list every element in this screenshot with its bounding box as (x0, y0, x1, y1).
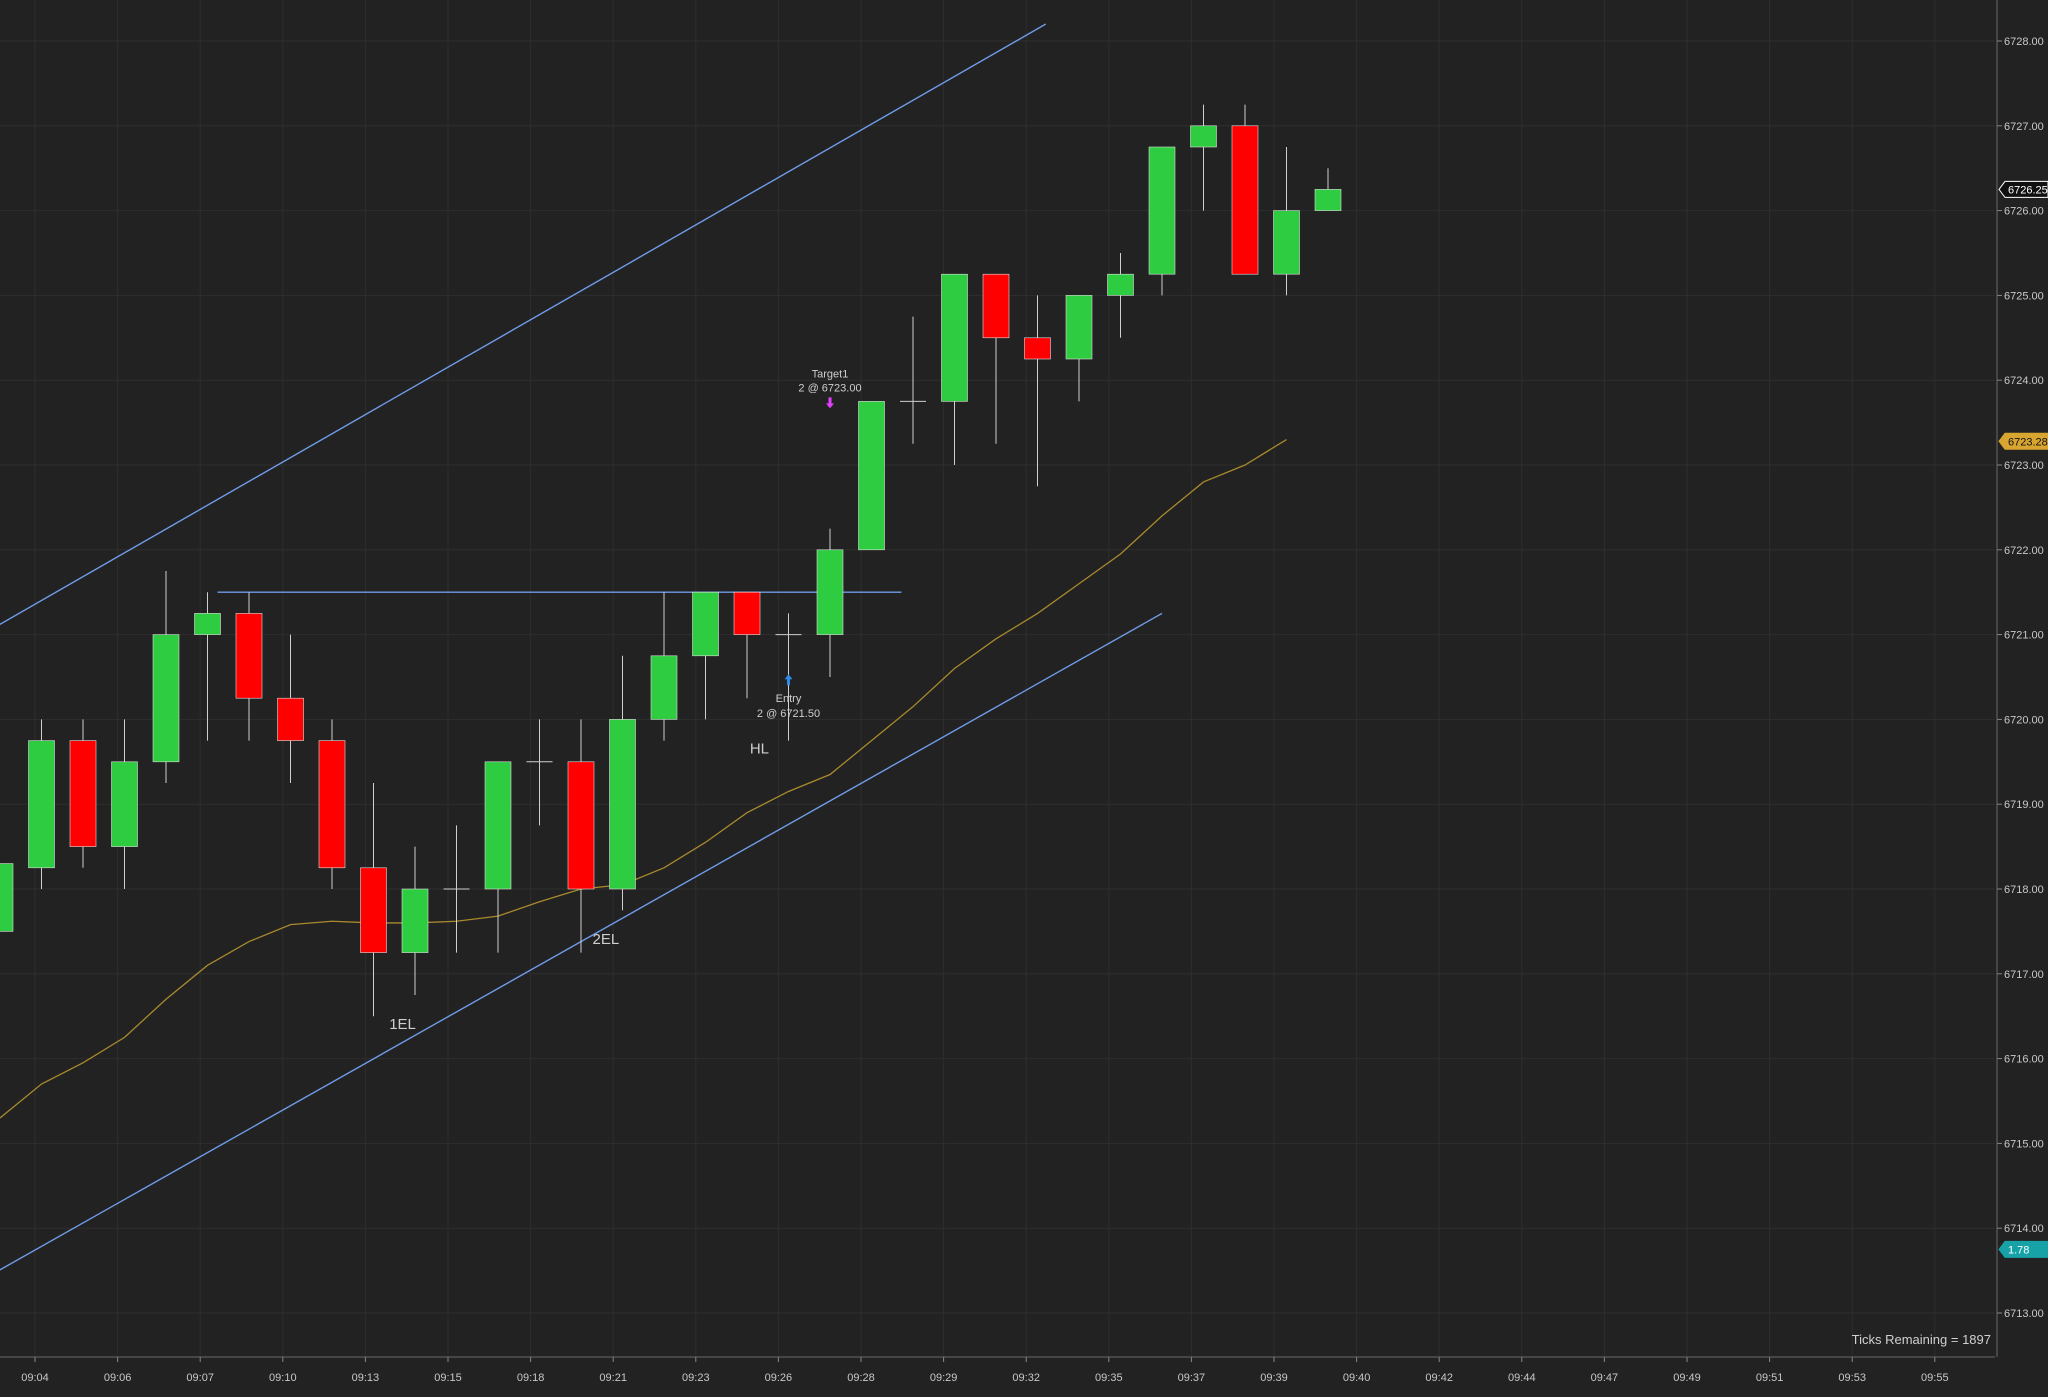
candle-body[interactable] (401, 888, 429, 953)
candle-body[interactable] (733, 591, 761, 635)
candle-body[interactable] (609, 719, 636, 890)
x-axis-tick-label: 09:37 (1178, 1372, 1206, 1384)
x-axis-tick-label: 09:29 (930, 1372, 958, 1384)
entry-arrow-icon[interactable] (784, 674, 793, 686)
y-axis-tick-label: 6722.00 (2004, 545, 2044, 557)
x-axis-tick-label: 09:15 (434, 1372, 462, 1384)
candle-body[interactable] (1314, 189, 1342, 211)
y-axis-tick-label: 6719.00 (2004, 799, 2044, 811)
x-axis-tick-label: 09:28 (847, 1372, 875, 1384)
candle-body[interactable] (858, 401, 885, 551)
candle-body[interactable] (484, 761, 512, 890)
x-axis-tick-label: 09:40 (1343, 1372, 1371, 1384)
y-axis-tick-label: 6723.00 (2004, 460, 2044, 472)
annotation-label: 2EL (593, 931, 620, 948)
x-axis-tick-label: 09:23 (682, 1372, 710, 1384)
price-tag-badge (1998, 432, 2048, 450)
ticks-remaining-label: Ticks Remaining = 1897 (1851, 1332, 1991, 1347)
candle-body[interactable] (28, 740, 55, 869)
x-axis-tick-label: 09:42 (1425, 1372, 1453, 1384)
y-axis-tick-label: 6727.00 (2004, 121, 2044, 133)
candle-body[interactable] (567, 761, 595, 890)
x-axis-tick-label: 09:21 (599, 1372, 627, 1384)
candle-body[interactable] (692, 591, 719, 657)
y-axis-tick-label: 6715.00 (2004, 1138, 2044, 1150)
candle-body[interactable] (111, 761, 138, 847)
x-axis-tick-label: 09:39 (1260, 1372, 1288, 1384)
candle-body[interactable] (816, 549, 844, 635)
x-axis-tick-label: 09:35 (1095, 1372, 1123, 1384)
candle-body[interactable] (650, 655, 678, 720)
x-axis-tick-label: 09:10 (269, 1372, 297, 1384)
x-axis-tick-label: 09:32 (1012, 1372, 1040, 1384)
x-axis-tick-label: 09:53 (1838, 1372, 1866, 1384)
x-axis-tick-label: 09:06 (104, 1372, 132, 1384)
price-tag-label: 1.78 (2008, 1244, 2029, 1256)
x-axis-tick-label: 09:47 (1591, 1372, 1619, 1384)
y-axis-tick-label: 6713.00 (2004, 1308, 2044, 1320)
candle-body[interactable] (277, 697, 304, 741)
price-tag-label: 6723.28 (2008, 436, 2048, 448)
y-axis-tick-label: 6728.00 (2004, 36, 2044, 48)
x-axis-tick-label: 09:44 (1508, 1372, 1536, 1384)
x-axis-tick-label: 09:55 (1921, 1372, 1949, 1384)
x-axis-tick-label: 09:13 (352, 1372, 380, 1384)
entry-marker-detail: 2 @ 6721.50 (757, 708, 820, 720)
x-axis-tick-label: 09:04 (21, 1372, 49, 1384)
x-axis-tick-label: 09:07 (186, 1372, 214, 1384)
lower-channel-line[interactable] (0, 612, 1163, 1300)
y-axis-tick-label: 6714.00 (2004, 1223, 2044, 1235)
candle-body[interactable] (982, 273, 1010, 339)
y-axis-tick-label: 6716.00 (2004, 1054, 2044, 1066)
price-tag-badge (1998, 180, 2048, 198)
y-axis-tick-label: 6717.00 (2004, 969, 2044, 981)
price-tag-label: 6726.25 (2008, 184, 2048, 196)
candle-body[interactable] (360, 867, 387, 953)
candle-body[interactable] (1190, 125, 1217, 148)
target-marker-detail: 2 @ 6723.00 (798, 382, 861, 394)
annotation-label: 1EL (389, 1016, 416, 1033)
candle-body[interactable] (152, 634, 180, 763)
entry-marker-label: Entry (776, 693, 802, 705)
y-axis-tick-label: 6718.00 (2004, 884, 2044, 896)
candle-body[interactable] (1107, 273, 1134, 296)
candle-body[interactable] (69, 740, 97, 847)
candle-body[interactable] (235, 613, 263, 699)
candle-body[interactable] (1231, 125, 1259, 275)
candle-body[interactable] (318, 740, 346, 869)
candle-body[interactable] (194, 613, 221, 635)
x-axis-tick-label: 09:51 (1756, 1372, 1784, 1384)
y-axis-tick-label: 6725.00 (2004, 290, 2044, 302)
x-axis-tick-label: 09:18 (517, 1372, 545, 1384)
annotation-label: HL (750, 740, 769, 757)
candle-body[interactable] (941, 273, 968, 402)
candle-body[interactable] (0, 863, 14, 932)
target-arrow-icon[interactable] (826, 397, 834, 409)
x-axis-tick-label: 09:26 (765, 1372, 793, 1384)
y-axis-tick-label: 6726.00 (2004, 206, 2044, 218)
y-axis-tick-label: 6720.00 (2004, 714, 2044, 726)
upper-channel-line[interactable] (0, 23, 1047, 660)
y-axis-tick-label: 6724.00 (2004, 375, 2044, 387)
moving-average-line (0, 439, 1287, 1119)
x-axis-tick-label: 09:49 (1673, 1372, 1701, 1384)
y-axis-tick-label: 6721.00 (2004, 630, 2044, 642)
target-marker-label: Target1 (812, 368, 849, 380)
candle-body[interactable] (1148, 146, 1176, 275)
price-tag-badge (1998, 1240, 2048, 1258)
candle-body[interactable] (1273, 210, 1300, 275)
candle-body[interactable] (1024, 337, 1051, 360)
candle-body[interactable] (1065, 295, 1093, 360)
